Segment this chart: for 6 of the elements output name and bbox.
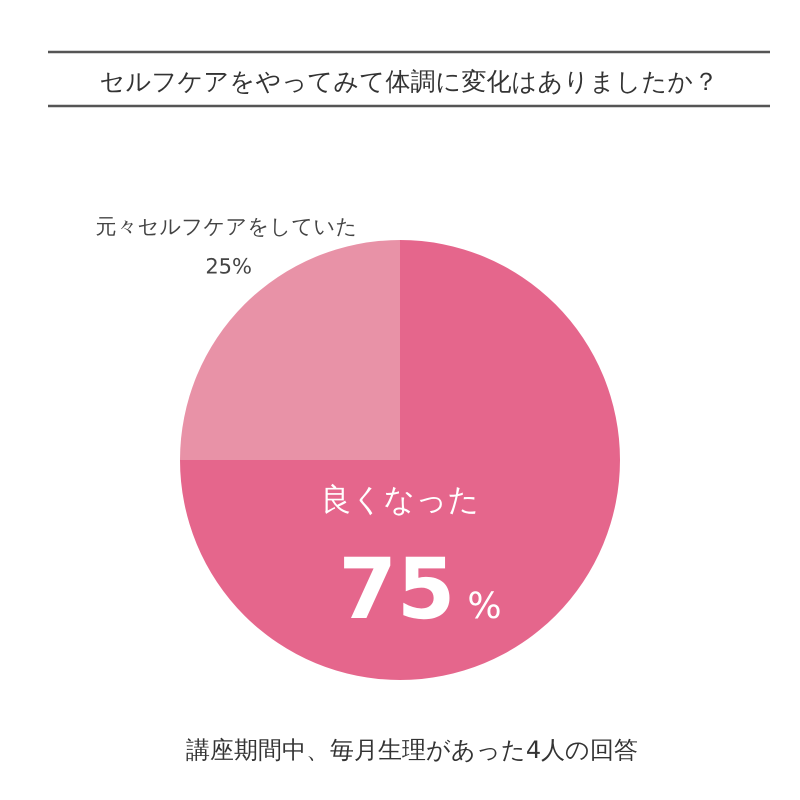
chart-title: セルフケアをやってみて体調に変化はありましたか？ xyxy=(100,67,718,96)
data-label: 75% xyxy=(338,540,502,638)
slice-label: 元々セルフケアをしていた xyxy=(96,214,358,239)
text: 講座期間中、毎月生理があった4人の回答 xyxy=(186,736,638,764)
slice-label: 良くなった xyxy=(320,482,480,518)
data-label: 25% xyxy=(205,254,252,279)
